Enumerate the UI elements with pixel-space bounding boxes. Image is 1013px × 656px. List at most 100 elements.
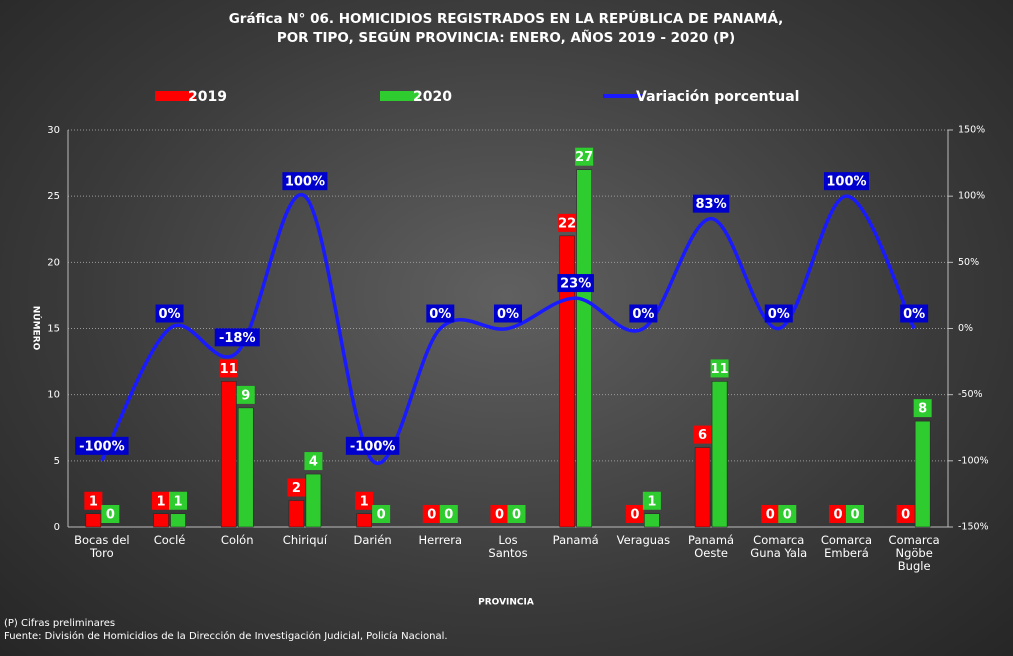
legend-label: Variación porcentual bbox=[636, 89, 799, 105]
x-axis-label: PROVINCIA bbox=[478, 598, 534, 608]
data-label-box bbox=[900, 304, 929, 323]
data-label-box bbox=[558, 213, 577, 232]
note: (P) Cifras preliminares bbox=[4, 618, 116, 629]
data-label: 11 bbox=[220, 362, 238, 377]
data-label-box bbox=[692, 194, 730, 213]
data-label: 0 bbox=[106, 508, 115, 523]
data-label: -100% bbox=[350, 439, 396, 454]
bar bbox=[914, 420, 931, 528]
data-label: 0 bbox=[766, 508, 775, 523]
data-label: 100% bbox=[285, 175, 325, 190]
bar bbox=[237, 407, 254, 528]
y-tick-label: 0 bbox=[54, 522, 60, 533]
data-label: 0% bbox=[429, 307, 451, 322]
y2-tick-label: -100% bbox=[958, 455, 989, 466]
data-label-box bbox=[236, 385, 255, 404]
data-label: 0% bbox=[158, 307, 180, 322]
legend-swatch bbox=[380, 91, 420, 101]
x-tick-label: Darién bbox=[353, 533, 392, 547]
data-label-box bbox=[426, 304, 455, 323]
line bbox=[100, 192, 916, 466]
data-label: -18% bbox=[219, 331, 256, 346]
data-label-box bbox=[494, 304, 522, 323]
data-label: 4 bbox=[309, 455, 318, 470]
data-label: 0 bbox=[512, 508, 521, 523]
data-label: -100% bbox=[79, 439, 125, 454]
data-label: 0 bbox=[377, 508, 386, 523]
x-tick-label: Colón bbox=[220, 533, 254, 547]
data-label-box bbox=[761, 505, 780, 523]
y2-tick-label: -50% bbox=[958, 389, 983, 400]
data-label: 0 bbox=[833, 508, 842, 523]
data-label: 0 bbox=[783, 508, 792, 523]
data-label: 100% bbox=[826, 175, 866, 190]
data-label: 1 bbox=[360, 494, 369, 509]
x-tick-label: Comarca Ngöbe Bugle bbox=[888, 533, 940, 573]
data-label: 1 bbox=[647, 494, 656, 509]
data-label-box bbox=[152, 491, 171, 510]
data-label: 0 bbox=[901, 508, 910, 523]
bar bbox=[356, 513, 372, 528]
data-label: 0% bbox=[903, 307, 925, 322]
bar bbox=[85, 513, 102, 528]
y-axis-label: NÚMERO bbox=[31, 306, 43, 351]
data-label-box bbox=[214, 328, 260, 347]
data-label: 22 bbox=[558, 216, 576, 231]
bar bbox=[153, 513, 169, 528]
data-label: 0 bbox=[444, 508, 453, 523]
data-label-box bbox=[169, 491, 188, 510]
data-label: 6 bbox=[698, 428, 707, 443]
data-label: 0 bbox=[630, 508, 639, 523]
data-label-box bbox=[304, 452, 323, 471]
bar bbox=[220, 381, 237, 528]
x-tick-label: Bocas del Toro bbox=[74, 533, 130, 560]
data-label: 0 bbox=[427, 508, 436, 523]
x-tick-label: Coclé bbox=[153, 533, 186, 547]
legend-label: 2020 bbox=[413, 89, 452, 105]
bar bbox=[288, 500, 305, 528]
bar bbox=[305, 473, 322, 528]
bar bbox=[576, 169, 592, 528]
data-label: 9 bbox=[241, 388, 250, 403]
data-label-box bbox=[422, 505, 441, 523]
data-label: 0 bbox=[850, 508, 859, 523]
y-tick-label: 5 bbox=[54, 456, 60, 467]
data-label-box bbox=[778, 505, 797, 523]
data-label: 8 bbox=[918, 402, 927, 417]
data-label-box bbox=[439, 505, 458, 523]
data-label-box bbox=[629, 304, 658, 323]
y2-tick-label: -150% bbox=[958, 522, 989, 533]
chart-title: Gráfica N° 06. HOMICIDIOS REGISTRADOS EN… bbox=[229, 9, 784, 27]
data-label-box bbox=[764, 304, 793, 323]
note: Fuente: División de Homicidios de la Dir… bbox=[4, 631, 448, 642]
data-label: 83% bbox=[696, 197, 727, 212]
y-tick-label: 20 bbox=[47, 257, 60, 268]
bar bbox=[559, 235, 575, 528]
data-label: 1 bbox=[89, 494, 98, 509]
data-label-box bbox=[896, 505, 915, 523]
data-label: 0 bbox=[495, 508, 504, 523]
data-label-box bbox=[84, 491, 103, 510]
legend-label: 2019 bbox=[188, 89, 227, 105]
data-label-box bbox=[642, 491, 661, 510]
data-label: 0% bbox=[497, 307, 519, 322]
data-label-box bbox=[693, 425, 712, 444]
data-label: 27 bbox=[575, 150, 593, 165]
data-label: 0% bbox=[632, 307, 654, 322]
data-label-box bbox=[490, 505, 509, 523]
data-label-box bbox=[101, 505, 120, 523]
x-tick-label: Chiriquí bbox=[282, 533, 328, 547]
legend-swatch bbox=[155, 91, 195, 101]
y2-tick-label: 100% bbox=[958, 191, 985, 202]
data-label-box bbox=[823, 172, 869, 191]
data-label-box bbox=[828, 505, 847, 523]
data-label-box bbox=[219, 359, 238, 378]
x-tick-label: Herrera bbox=[418, 533, 463, 547]
data-label-box bbox=[625, 505, 644, 523]
data-label-box bbox=[557, 274, 594, 293]
x-tick-label: Comarca Guna Yala bbox=[750, 533, 808, 560]
y2-tick-label: 50% bbox=[958, 257, 979, 268]
y-tick-label: 15 bbox=[47, 324, 60, 335]
y2-tick-label: 0% bbox=[958, 323, 973, 334]
